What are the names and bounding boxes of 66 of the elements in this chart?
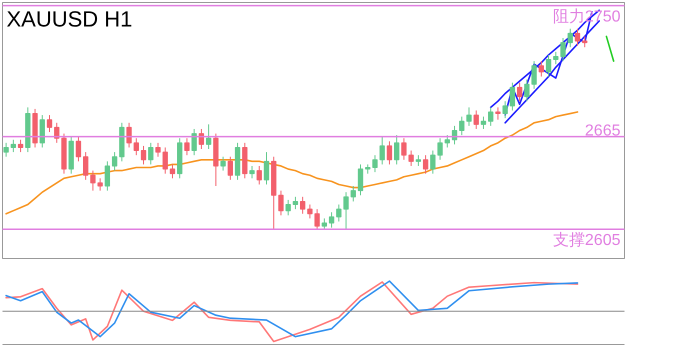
candlestick [422, 154, 428, 174]
candlestick [466, 106, 472, 126]
candlestick [292, 196, 298, 210]
candlestick [365, 164, 370, 174]
candlestick [264, 152, 270, 185]
chart-title: XAUUSD H1 [6, 6, 132, 32]
candlestick [18, 139, 24, 153]
candlestick [401, 138, 407, 160]
candlestick [336, 204, 342, 222]
candlestick [256, 165, 262, 185]
candlestick [46, 114, 52, 133]
candlestick [228, 156, 233, 180]
candlestick [97, 178, 103, 192]
candlestick [328, 212, 334, 228]
candlestick [300, 196, 306, 214]
candlestick [206, 124, 212, 150]
candlestick [249, 165, 255, 179]
candlestick [322, 218, 328, 230]
candlestick [386, 140, 392, 165]
candlestick [104, 160, 110, 192]
candlestick [220, 156, 226, 172]
candlestick [140, 145, 146, 165]
candlestick [437, 138, 443, 160]
candlestick [198, 128, 204, 150]
candlestick [480, 116, 486, 130]
candlestick [582, 36, 588, 48]
candlestick [444, 134, 450, 148]
candlestick [350, 186, 356, 202]
candlestick [358, 164, 364, 196]
candlestick [495, 106, 501, 120]
candlestick [155, 142, 161, 158]
candlestick [307, 204, 313, 219]
candlestick [380, 136, 385, 165]
candlestick [546, 54, 552, 78]
candlestick [430, 150, 436, 174]
candlestick [314, 208, 320, 230]
ref-line-label: 支撑2605 [552, 231, 621, 250]
candlestick [531, 60, 537, 90]
candlestick [343, 192, 349, 230]
candlestick [372, 154, 378, 173]
candlestick [10, 139, 16, 153]
candlestick [416, 154, 422, 166]
candlestick [40, 114, 45, 148]
candlestick [474, 110, 479, 130]
candlestick [170, 164, 176, 179]
candlestick [278, 190, 284, 216]
candlestick [538, 60, 544, 78]
candlestick [148, 142, 154, 165]
candlestick [134, 138, 139, 156]
candlestick [408, 150, 414, 166]
candlestick [553, 51, 558, 65]
candlestick [459, 116, 464, 136]
candlestick [574, 28, 580, 46]
candlestick [524, 79, 530, 102]
candlestick [560, 37, 566, 62]
ref-line-label: 2665 [584, 122, 621, 140]
candlestick [162, 146, 168, 174]
candlestick [76, 136, 82, 162]
candlestick [488, 106, 494, 126]
candlestick [191, 128, 197, 156]
candlestick [516, 82, 522, 102]
candlestick [568, 28, 573, 48]
candlestick [394, 134, 400, 165]
candlestick [3, 142, 9, 158]
candlestick [286, 199, 291, 216]
candlestick [184, 138, 190, 156]
